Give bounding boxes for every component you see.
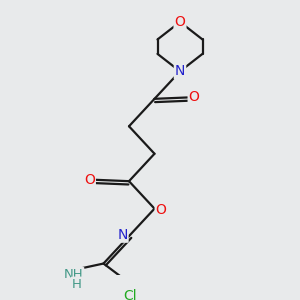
Text: O: O <box>156 203 167 217</box>
Text: O: O <box>175 15 185 29</box>
Text: N: N <box>175 64 185 78</box>
Text: N: N <box>117 228 128 242</box>
Text: Cl: Cl <box>124 290 137 300</box>
Text: O: O <box>189 91 200 104</box>
Text: O: O <box>84 173 95 187</box>
Text: H: H <box>72 278 81 291</box>
Text: NH: NH <box>64 268 83 281</box>
